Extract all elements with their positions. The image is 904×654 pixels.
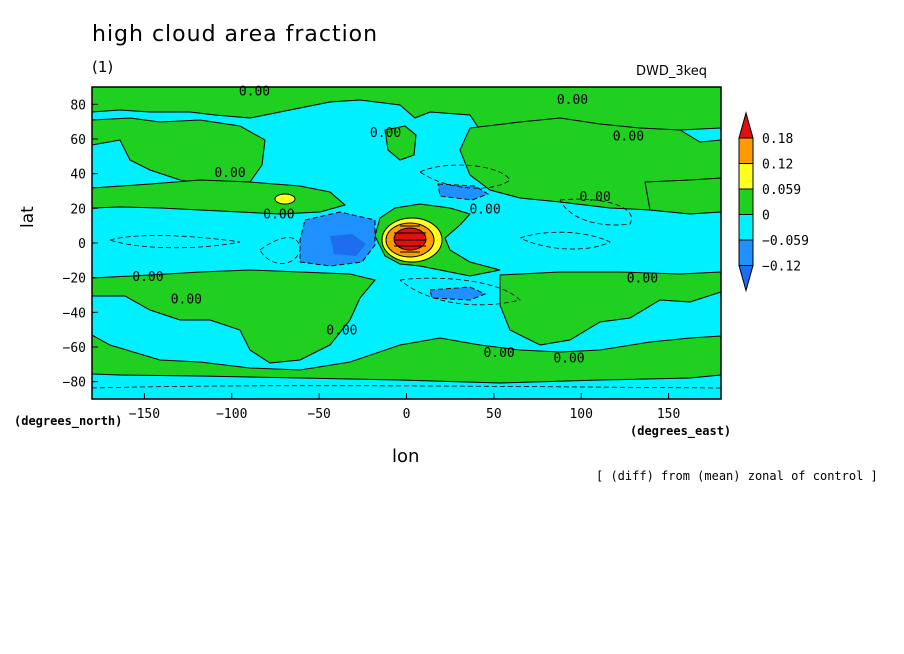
colorbar-segment	[738, 239, 754, 266]
colorbar-segment	[738, 137, 754, 164]
contour-label: 0.00	[627, 272, 658, 287]
south-band-region	[92, 269, 376, 364]
contour-label: 0.00	[263, 208, 294, 223]
contour-label: 0.00	[613, 130, 644, 145]
y-tick-label: −80	[63, 376, 86, 391]
contour-label: 0.00	[326, 324, 357, 339]
chart-subtitle: (1)	[92, 58, 114, 76]
contour-label: 0.00	[557, 93, 588, 108]
contour-label: 0.00	[483, 346, 514, 361]
x-tick-label: 150	[657, 407, 680, 422]
colorbar-segment	[738, 188, 754, 215]
colorbar-label: 0	[762, 209, 770, 224]
contour-label: 0.00	[214, 166, 245, 181]
colorbar-label: 0.18	[762, 132, 793, 147]
chart-title: high cloud area fraction	[92, 22, 379, 47]
contour-label: 0.00	[469, 202, 500, 217]
y-axis: −80 −60 −40 −20 0 20 40 60 80	[63, 98, 98, 391]
yellow-spot-north	[274, 193, 296, 205]
contour-labels: 0.00 0.00 0.00 0.00 0.00 0.00 0.00 0.00 0.00 0.00…	[132, 84, 658, 366]
south-pacific-region	[499, 271, 721, 346]
colorbar-label: −0.12	[762, 260, 801, 275]
colorbar-segment	[738, 214, 754, 241]
colorbar-label: 0.059	[762, 183, 801, 198]
x-tick-label: 100	[569, 407, 592, 422]
contour-label: 0.00	[553, 351, 584, 366]
x-tick-label: 50	[486, 407, 502, 422]
x-tick-label: −100	[216, 407, 247, 422]
contour-label: 0.00	[580, 190, 611, 205]
x-tick-label: −50	[307, 407, 330, 422]
colorbar-top-arrow	[738, 111, 754, 139]
y-tick-label: −40	[63, 306, 86, 321]
x-tick-label: −150	[129, 407, 160, 422]
y-axis-unit: (degrees_north)	[14, 414, 123, 428]
greenland-region	[384, 125, 417, 161]
y-tick-label: −20	[63, 272, 86, 287]
colorbar-segment	[738, 163, 754, 190]
model-label: DWD_3keq	[636, 64, 707, 79]
contour-label: 0.00	[239, 84, 270, 99]
x-tick-label: 0	[403, 407, 411, 422]
negative-region-south-africa	[429, 286, 487, 301]
y-tick-label: −60	[63, 341, 86, 356]
y-tick-label: 80	[70, 98, 86, 113]
x-axis: −150 −100 −50 0 50 100 150	[129, 393, 680, 422]
map-field	[92, 87, 721, 399]
contour-label: 0.00	[370, 126, 401, 141]
negative-dashed-contours	[92, 164, 721, 389]
contour-label: 0.00	[171, 292, 202, 307]
contour-label: 0.00	[132, 270, 163, 285]
colorbar-label: 0.12	[762, 158, 793, 173]
y-tick-label: 20	[70, 202, 86, 217]
north-midlat-region-1	[92, 179, 347, 215]
anomaly-contour-lines	[394, 225, 426, 253]
x-axis-unit: (degrees_east)	[630, 424, 732, 438]
southern-ocean-band	[92, 334, 721, 384]
colorbar-bottom-arrow	[738, 265, 754, 293]
y-tick-label: 40	[70, 168, 86, 183]
negative-region-atlantic-core	[330, 234, 366, 256]
x-axis-label: lon	[392, 446, 420, 467]
difference-note: [ (diff) from (mean) zonal of control ]	[596, 469, 878, 483]
y-tick-label: 60	[70, 133, 86, 148]
colorbar: 0.18 0.12 0.059 0 −0.059 −0.12	[738, 111, 809, 293]
colorbar-label: −0.059	[762, 234, 809, 249]
anomaly-red	[393, 227, 427, 251]
y-tick-label: 0	[78, 237, 86, 252]
tropical-pacific-region	[644, 177, 721, 215]
